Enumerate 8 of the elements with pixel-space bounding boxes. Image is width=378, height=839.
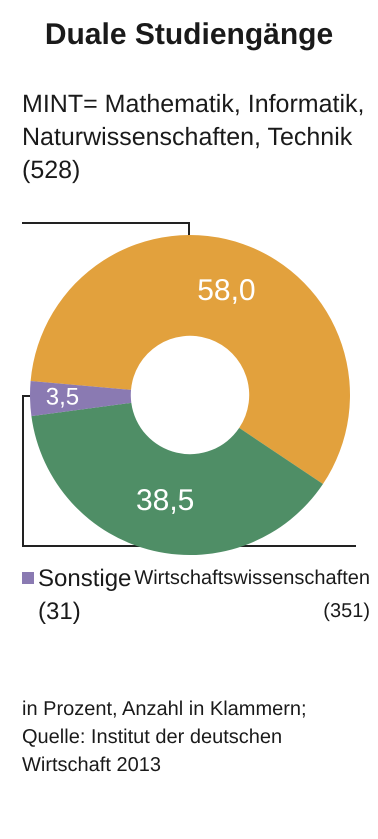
chart-title: Duale Studiengänge xyxy=(44,18,334,52)
legend-label: Sonstige (31) xyxy=(38,564,132,627)
text: in Prozent, Anzahl in Klammern; Quelle: Institut der deutschen Wirtschaft 2013 xyxy=(22,697,308,778)
data-label: 58,0 xyxy=(197,274,256,307)
data-label: 38,5 xyxy=(136,484,194,518)
slice-label: Wirtschaftswissenschaften (351) xyxy=(134,567,370,622)
slice-label: MINT= Mathematik, Informatik, Naturwissenschaften, Technik (528) xyxy=(22,89,366,186)
data-label: 3,5 xyxy=(46,384,80,411)
